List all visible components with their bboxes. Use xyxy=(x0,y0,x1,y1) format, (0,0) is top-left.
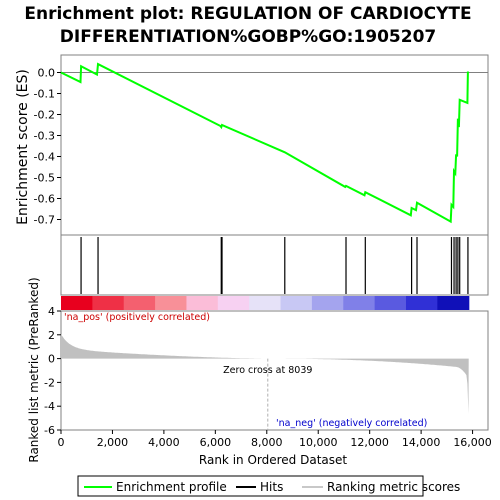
x-tick-label: 0 xyxy=(58,436,65,449)
x-axis: 0 2,000 4,000 6,000 8,000 10,000 12,000 14,000 1… xyxy=(58,430,492,449)
x-tick-label: 12,000 xyxy=(350,436,389,449)
heat-bar-segment xyxy=(311,296,344,310)
zero-cross-label: Zero cross at 8039 xyxy=(223,365,312,376)
x-tick-label: 6,000 xyxy=(200,436,232,449)
ranked-y-axis-label: Ranked list metric (PreRanked) xyxy=(27,277,41,462)
ranked-y-tick-label: 0 xyxy=(48,353,55,366)
heat-bar-segment xyxy=(123,296,156,310)
legend-hits-label: Hits xyxy=(260,480,283,494)
hits-panel-frame xyxy=(60,234,489,296)
x-tick-label: 4,000 xyxy=(148,436,180,449)
heat-bar-segment xyxy=(155,296,188,310)
heat-bar-segment xyxy=(92,296,125,310)
negative-correlation-label: 'na_neg' (negatively correlated) xyxy=(276,418,427,429)
es-y-tick-label: -0.5 xyxy=(34,172,55,185)
legend-ranking-label: Ranking metric scores xyxy=(327,480,460,494)
es-y-tick-label: -0.3 xyxy=(34,130,55,143)
es-y-tick-label: -0.6 xyxy=(34,193,55,206)
x-tick-label: 8,000 xyxy=(251,436,283,449)
es-y-tick-label: -0.2 xyxy=(34,109,55,122)
heat-bar-segment xyxy=(437,296,470,310)
chart-title-line-2: DIFFERENTIATION%GOBP%GO:1905207 xyxy=(60,27,436,47)
es-y-tick-label: 0.0 xyxy=(38,67,56,80)
x-tick-label: 10,000 xyxy=(299,436,338,449)
heat-bar-segment xyxy=(249,296,282,310)
ranking-heat-bar xyxy=(61,296,470,310)
es-y-tick-label: -0.1 xyxy=(34,88,55,101)
ranked-y-axis: 4 2 0 -2 -4 -6 xyxy=(44,305,61,437)
x-tick-label: 2,000 xyxy=(97,436,129,449)
chart-title-line-1: Enrichment plot: REGULATION OF CARDIOCYT… xyxy=(24,4,471,24)
es-panel-frame xyxy=(60,54,489,236)
heat-bar-segment xyxy=(61,296,93,310)
ranked-y-tick-label: -4 xyxy=(44,400,55,413)
x-tick-label: 16,000 xyxy=(453,436,492,449)
es-y-tick-label: -0.4 xyxy=(34,151,55,164)
es-y-axis: 0.0 -0.1 -0.2 -0.3 -0.4 -0.5 -0.6 -0.7 xyxy=(34,67,61,227)
enrichment-profile-line xyxy=(60,62,469,224)
ranked-panel-frame xyxy=(60,310,489,431)
hit-markers xyxy=(80,237,469,294)
positive-correlation-label: 'na_pos' (positively correlated) xyxy=(64,312,210,323)
heat-bar-segment xyxy=(280,296,313,310)
es-y-axis-label: Enrichment score (ES) xyxy=(15,69,31,225)
x-axis-label: Rank in Ordered Dataset xyxy=(199,453,347,467)
ranked-y-tick-label: -6 xyxy=(44,424,55,437)
legend-enrichment-label: Enrichment profile xyxy=(116,480,227,494)
heat-bar-segment xyxy=(405,296,438,310)
legend: Enrichment profile Hits Ranking metric sco… xyxy=(84,480,460,494)
heat-bar-segment xyxy=(374,296,407,310)
ranked-y-tick-label: 4 xyxy=(48,305,55,318)
heat-bar-segment xyxy=(343,296,376,310)
heat-bar-segment xyxy=(217,296,250,310)
ranked-y-tick-label: 2 xyxy=(48,329,55,342)
ranked-y-tick-label: -2 xyxy=(44,376,55,389)
es-y-tick-label: -0.7 xyxy=(34,214,55,227)
x-tick-label: 14,000 xyxy=(402,436,441,449)
heat-bar-segment xyxy=(186,296,219,310)
